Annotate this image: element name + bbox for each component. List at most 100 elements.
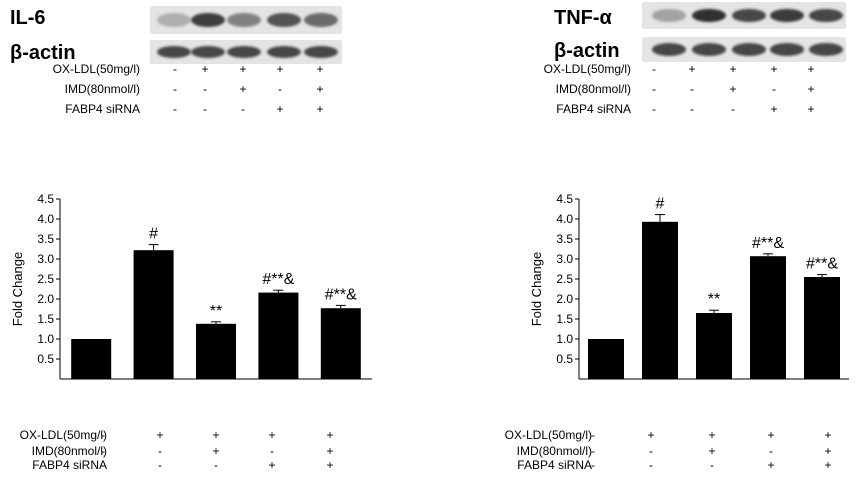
blot-condition-sign: + [316, 82, 324, 96]
blot-condition-sign: - [203, 82, 207, 96]
blot-condition-sign: - [241, 102, 245, 116]
target-band [770, 8, 804, 23]
chart-condition-sign: - [769, 444, 773, 458]
significance-label: #**& [806, 256, 838, 273]
control-band [692, 43, 726, 56]
y-tick-label: 0.5 [37, 352, 54, 366]
control-band [809, 43, 843, 56]
blot-condition-sign: + [807, 62, 815, 76]
y-axis-label: Fold Change [10, 252, 25, 326]
bar [588, 339, 624, 379]
chart-condition-sign: - [270, 444, 274, 458]
chart-condition-sign: - [591, 444, 595, 458]
y-tick-label: 2.5 [556, 272, 573, 286]
chart-condition-sign: + [708, 444, 716, 458]
chart-condition-label: FABP4 siRNA [32, 458, 107, 472]
blot-condition-sign: + [201, 62, 209, 76]
blot-condition-sign: + [316, 102, 324, 116]
chart-condition-label: OX-LDL(50mg/l) [504, 428, 592, 442]
chart-condition-sign: - [158, 444, 162, 458]
y-tick-label: 2.0 [37, 292, 54, 306]
significance-label: ** [708, 291, 720, 308]
chart-condition-sign: - [214, 458, 218, 472]
blot-condition-sign: - [203, 102, 207, 116]
y-tick-label: 1.0 [556, 332, 573, 346]
chart-condition-sign: + [708, 428, 716, 442]
chart-condition-sign: + [326, 444, 334, 458]
blot-condition-sign: - [173, 82, 177, 96]
y-tick-label: 1.5 [37, 312, 54, 326]
blot-condition-label: FABP4 siRNA [556, 102, 631, 116]
y-tick-label: 1.5 [556, 312, 573, 326]
blot-condition-sign: + [276, 62, 284, 76]
blot-condition-sign: - [652, 82, 656, 96]
blot-condition-label: OX-LDL(50mg/l) [543, 62, 631, 76]
chart-condition-label: OX-LDL(50mg/l) [19, 428, 107, 442]
bar [642, 221, 678, 379]
chart-condition-sign: - [591, 428, 595, 442]
control-band [770, 43, 804, 56]
significance-label: # [656, 196, 665, 213]
chart-condition-sign: - [101, 458, 105, 472]
blot-condition-sign: - [278, 82, 282, 96]
blot-condition-label: OX-LDL(50mg/l) [52, 62, 140, 76]
chart-condition-label: FABP4 siRNA [517, 458, 592, 472]
significance-label: ** [210, 303, 222, 320]
y-tick-label: 2.5 [37, 272, 54, 286]
blot-condition-sign: + [807, 82, 815, 96]
y-tick-label: 4.5 [556, 192, 573, 206]
chart-condition-sign: - [101, 444, 105, 458]
blot-condition-label: IMD(80nmol/l) [64, 82, 140, 96]
target-band [652, 8, 686, 23]
target-band [732, 8, 766, 23]
chart-condition-sign: + [824, 428, 832, 442]
chart-condition-sign: + [647, 428, 655, 442]
bar [320, 308, 361, 379]
blot-condition-label: IMD(80nmol/l) [555, 82, 631, 96]
chart-condition-label: IMD(80nmol/l) [516, 444, 592, 458]
target-band [692, 8, 726, 23]
chart-condition-sign: + [767, 428, 775, 442]
blot-condition-sign: - [173, 62, 177, 76]
blot-condition-sign: + [770, 102, 778, 116]
bar [696, 313, 732, 379]
y-tick-label: 3.5 [37, 232, 54, 246]
target-band [227, 13, 261, 27]
control-band [191, 46, 225, 58]
blot-condition-sign: + [276, 102, 284, 116]
chart-condition-sign: - [158, 458, 162, 472]
chart-condition-sign: + [326, 458, 334, 472]
control-blot-title: β-actin [554, 40, 620, 62]
target-band [809, 8, 843, 23]
chart-condition-sign: - [649, 458, 653, 472]
blot-condition-sign: - [731, 102, 735, 116]
chart-condition-label: IMD(80nmol/l) [31, 444, 107, 458]
bar [133, 250, 174, 379]
y-tick-label: 4.5 [37, 192, 54, 206]
chart-condition-sign: + [824, 444, 832, 458]
blot-condition-sign: - [772, 82, 776, 96]
chart-condition-sign: + [268, 458, 276, 472]
blot-condition-sign: + [688, 62, 696, 76]
control-band [732, 43, 766, 56]
tnf-panel: TNF-α β-actin 0.5 1.0 1.5 2.0 2.5 3.0 3.5 4.0 4.… [429, 0, 858, 479]
control-blot-title: β-actin [10, 42, 76, 64]
significance-label: # [149, 226, 158, 243]
chart-condition-sign: - [591, 458, 595, 472]
target-blot-title: TNF-α [554, 7, 612, 29]
blot-condition-sign: + [770, 62, 778, 76]
y-tick-label: 4.0 [37, 212, 54, 226]
target-band [191, 13, 225, 27]
chart-condition-sign: - [101, 428, 105, 442]
chart-condition-sign: + [212, 428, 220, 442]
control-band [267, 46, 301, 58]
blot-condition-sign: - [652, 62, 656, 76]
bar [750, 256, 786, 379]
blot-condition-sign: - [173, 102, 177, 116]
chart-condition-sign: + [326, 428, 334, 442]
blot-condition-sign: - [690, 82, 694, 96]
control-band [304, 46, 338, 58]
blot-condition-sign: + [239, 62, 247, 76]
